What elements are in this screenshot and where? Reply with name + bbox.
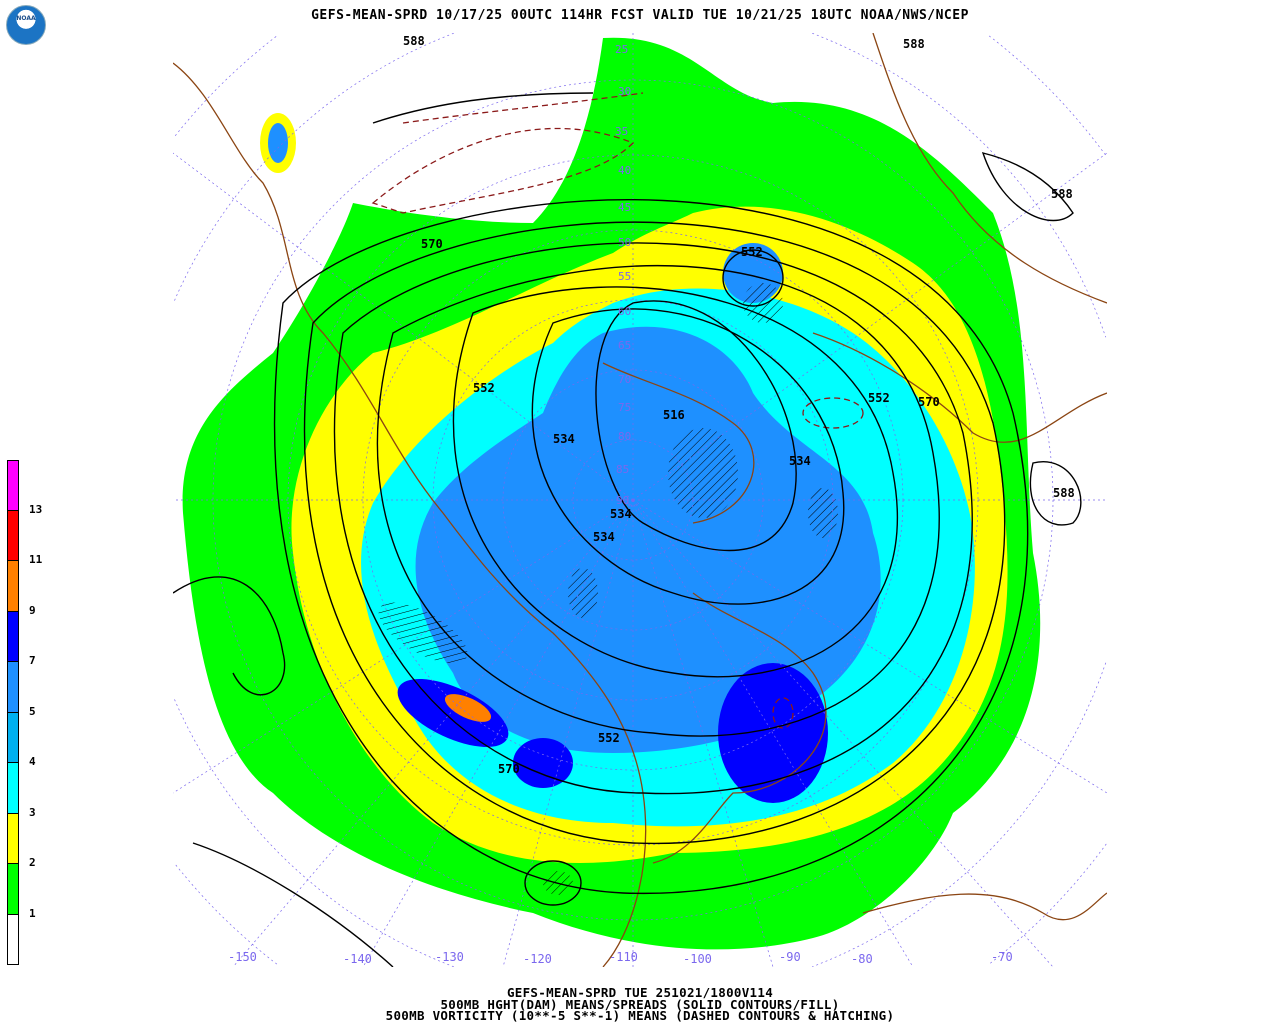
height-contours — [173, 92, 1082, 967]
contour-label: 534 — [610, 507, 632, 521]
colorbar-segment — [7, 914, 19, 965]
colorbar-label: 13 — [29, 502, 43, 516]
logo-text: NOAA — [16, 15, 36, 22]
latitude-label: 85 — [616, 463, 629, 476]
longitude-label: -80 — [851, 952, 873, 966]
colorbar-label: 1 — [29, 906, 36, 920]
latitude-label: 55 — [618, 270, 631, 283]
contour-label: 570 — [498, 762, 520, 776]
colorbar-segment — [7, 763, 19, 814]
latitude-label: 60 — [618, 305, 631, 318]
footer-line-3: 500MB VORTICITY (10**-5 S**-1) MEANS (DA… — [385, 1008, 895, 1023]
latitude-label: 35 — [615, 125, 628, 138]
contour-label: 534 — [593, 530, 615, 544]
contour-label: 588 — [403, 34, 425, 48]
latitude-circle — [502, 369, 764, 631]
colorbar-label: 3 — [29, 805, 36, 819]
colorbar-segment — [7, 561, 19, 612]
colorbar-segment — [7, 864, 19, 915]
colorbar-segment — [7, 712, 19, 763]
longitude-label: -130 — [435, 950, 464, 964]
latitude-circle — [988, 843, 1107, 965]
vorticity-contours — [371, 92, 864, 729]
spread-max-southwest — [513, 738, 573, 788]
contour-label: 534 — [789, 454, 811, 468]
spread-max-orange — [444, 694, 492, 722]
latitude-circle — [174, 699, 454, 967]
longitude-label: -100 — [683, 952, 712, 966]
latitude-label: 65 — [618, 339, 631, 352]
colorbar: 13 11 9 7 5 4 3 2 1 — [7, 460, 42, 965]
hatch-area — [743, 283, 783, 323]
colorbar-label: 7 — [29, 654, 36, 667]
footer-line-2: 500MB HGHT(DAM) MEANS/SPREADS (SOLID CON… — [440, 996, 840, 1012]
latitude-label: 75 — [618, 401, 631, 414]
longitude-labels: -150 -140 -130 -120 -110 -100 -90 -80 -7… — [228, 950, 1013, 966]
footer-line-1: GEFS-MEAN-SPRD TUE 251021/1800V114 — [506, 985, 774, 1000]
contour-label: 570 — [918, 395, 940, 409]
longitude-label: -140 — [343, 952, 372, 966]
hatch-area — [568, 568, 598, 618]
contour-label: 570 — [421, 237, 443, 251]
latitude-circle — [988, 35, 1107, 157]
colorbar-label: 11 — [29, 553, 43, 566]
latlon-grid — [173, 33, 1107, 967]
latitude-circle — [174, 863, 278, 965]
colorbar-label: 5 — [29, 704, 36, 718]
longitude-label: -70 — [991, 950, 1013, 964]
contour-label: 552 — [868, 391, 890, 405]
contour-label: 552 — [741, 245, 763, 259]
longitude-label: -120 — [523, 952, 552, 966]
contour-label: 588 — [1051, 187, 1073, 201]
latitude-circle — [572, 439, 694, 561]
colorbar-segment — [7, 460, 19, 511]
latitude-label: 50 — [618, 236, 631, 249]
contour-label: 588 — [903, 37, 925, 51]
latitude-circle — [287, 154, 979, 846]
longitude-label: -90 — [779, 950, 801, 964]
colorbar-segment — [7, 611, 19, 662]
contour-label: 588 — [1053, 486, 1075, 500]
spread-max-west — [397, 678, 509, 748]
colorbar-segment — [7, 662, 19, 713]
latitude-circle — [174, 35, 278, 137]
latitude-labels: 25 30 35 40 45 50 55 60 65 70 75 80 85 9… — [615, 43, 631, 507]
contour-label: 534 — [553, 432, 575, 446]
latitude-label: 45 — [618, 201, 631, 214]
contour-labels: 588 588 588 588 570 570 570 552 552 552 … — [403, 34, 1075, 776]
colorbar-label: 9 — [29, 603, 36, 617]
noaa-logo: NOAA — [6, 5, 46, 45]
hatch-area — [668, 428, 738, 518]
latitude-label: 80 — [618, 430, 631, 443]
latitude-label: 40 — [618, 164, 631, 177]
colorbar-segment — [7, 510, 19, 561]
latitude-circle — [174, 33, 454, 301]
latitude-label: 30 — [618, 85, 631, 98]
contour-label: 516 — [663, 408, 685, 422]
colorbar-label: 4 — [29, 755, 36, 768]
spread-fill — [182, 37, 1041, 950]
longitude-label: -110 — [609, 950, 638, 964]
hatch-area — [808, 488, 838, 538]
colorbar-segment — [7, 813, 19, 864]
spread-max-alaska-inner — [268, 123, 288, 163]
longitude-label: -150 — [228, 950, 257, 964]
map-panel: 588 588 588 588 570 570 570 552 552 552 … — [173, 33, 1107, 967]
hatch-area — [378, 602, 468, 664]
contour-label: 552 — [598, 731, 620, 745]
latitude-label: 70 — [618, 373, 631, 386]
latitude-label: 90 — [616, 494, 629, 507]
map-footer: GEFS-MEAN-SPRD TUE 251021/1800V114 500MB… — [0, 987, 1280, 1022]
latitude-label: 25 — [615, 43, 628, 56]
colorbar-label: 2 — [29, 856, 36, 869]
contour-label: 552 — [473, 381, 495, 395]
map-title: GEFS-MEAN-SPRD 10/17/25 00UTC 114HR FCST… — [311, 8, 969, 23]
